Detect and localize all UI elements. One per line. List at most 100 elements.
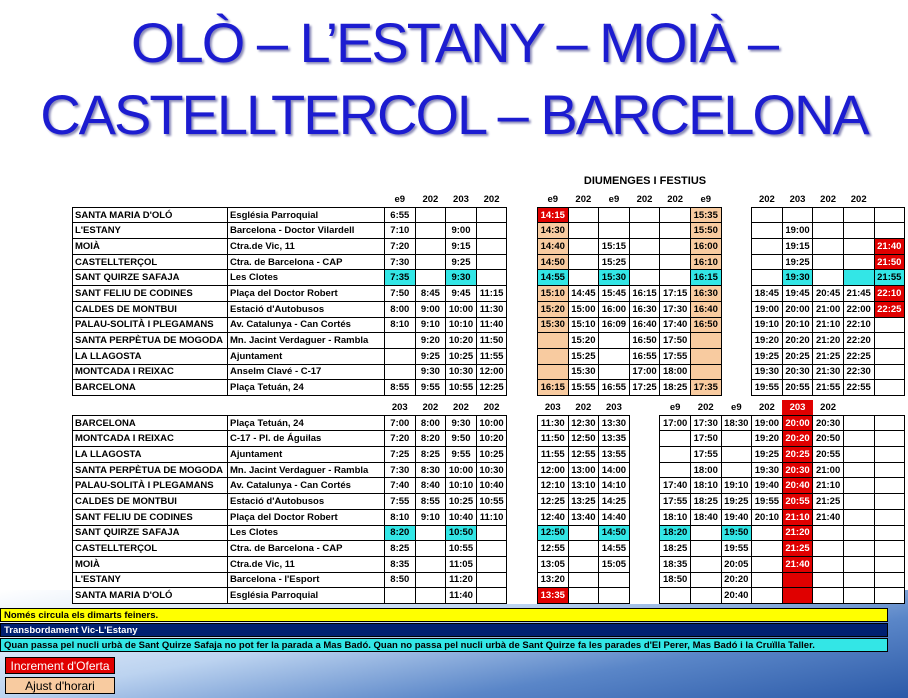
route-code: 203	[445, 192, 477, 208]
gap-cell	[721, 223, 752, 239]
schedule-label: DIUMENGES I FESTIUS	[583, 175, 707, 187]
time-cell	[536, 363, 569, 381]
time-cell	[628, 206, 661, 224]
time-cell: 21:20	[812, 332, 844, 349]
time-cell	[812, 253, 844, 271]
stop-name: BARCELONA	[72, 379, 228, 396]
time-cell: 19:55	[751, 379, 783, 396]
time-cell: 19:00	[751, 414, 783, 432]
time-cell: 14:00	[598, 461, 630, 479]
route-code	[874, 400, 905, 416]
gap-cell	[721, 333, 752, 349]
stop-name: SANTA PERPÈTUA DE MOGODA	[72, 461, 228, 479]
route-code: 202	[659, 192, 691, 208]
time-cell: 11:30	[475, 300, 508, 318]
stop-name: L'ESTANY	[72, 222, 228, 240]
time-cell	[689, 363, 722, 381]
time-cell: 15:45	[598, 285, 630, 302]
time-cell	[659, 446, 691, 463]
time-cell: 20:20	[781, 332, 814, 349]
time-cell: 15:15	[598, 238, 630, 255]
gap-cell	[721, 348, 752, 364]
time-cell	[842, 508, 875, 526]
time-cell: 10:00	[445, 300, 477, 318]
time-cell: 17:30	[659, 300, 691, 318]
time-cell	[567, 206, 600, 224]
time-cell	[598, 571, 630, 589]
time-cell: 13:55	[598, 446, 630, 463]
time-cell	[628, 253, 661, 271]
gap-cell	[507, 364, 538, 380]
time-cell: 17:40	[659, 316, 691, 334]
time-cell	[812, 206, 844, 224]
time-cell	[567, 524, 600, 542]
time-cell: 20:40	[781, 477, 814, 495]
time-cell: 19:55	[720, 540, 753, 557]
time-cell: 16:00	[689, 238, 722, 255]
time-cell	[873, 587, 906, 604]
time-cell: 20:45	[812, 285, 844, 302]
stop-row: L'ESTANY Barcelona - l'Esport 8:50 11:20 13:…	[72, 571, 906, 589]
time-cell	[689, 347, 722, 365]
stop-row: MOIÀ Ctra.de Vic, 11 7:20 9:15 14:40 15:15 16:…	[72, 238, 906, 255]
time-cell	[475, 253, 508, 271]
time-cell: 19:40	[720, 508, 753, 526]
time-cell	[842, 461, 875, 479]
time-cell: 8:00	[414, 414, 447, 432]
time-cell: 22:10	[873, 285, 906, 302]
header-row: 203 202 202 202 203 202 203 e9 202 e9 202 203 202	[72, 400, 905, 416]
route-code: 203	[782, 192, 813, 208]
time-cell: 11:50	[475, 332, 508, 349]
time-cell: 19:25	[751, 446, 783, 463]
time-cell: 19:15	[781, 238, 814, 255]
gap-cell	[507, 478, 538, 494]
time-cell	[659, 269, 691, 287]
time-cell	[812, 524, 844, 542]
time-cell: 17:50	[689, 430, 722, 448]
stop-row: L'ESTANY Barcelona - Doctor Vilardell 7:10…	[72, 222, 906, 240]
time-cell: 12:00	[475, 363, 508, 381]
time-cell: 20:55	[781, 379, 814, 396]
route-code: 202	[812, 400, 844, 416]
stop-name: MOIÀ	[72, 238, 228, 255]
route-code: 203	[598, 400, 630, 416]
stop-row: MONTCADA I REIXAC Anselm Clavé - C-17 9:30…	[72, 363, 906, 381]
stop-location: Plaça del Doctor Robert	[227, 508, 385, 526]
time-cell	[689, 555, 722, 573]
time-cell	[873, 493, 906, 510]
time-cell: 20:10	[781, 316, 814, 334]
time-cell	[567, 587, 600, 604]
gap-cell	[721, 364, 752, 380]
time-cell: 12:10	[536, 477, 569, 495]
gap-cell	[721, 380, 752, 396]
time-cell: 19:55	[751, 493, 783, 510]
time-cell: 21:25	[781, 540, 814, 557]
gap-cell	[507, 415, 538, 431]
stop-row: SANTA PERPÈTUA DE MOGODA Mn. Jacint Verda…	[72, 461, 906, 479]
time-cell	[751, 555, 783, 573]
time-cell: 11:15	[475, 285, 508, 302]
time-cell: 16:30	[689, 285, 722, 302]
time-cell: 16:40	[628, 316, 661, 334]
time-cell: 8:20	[384, 524, 416, 542]
stop-name: LA LLAGOSTA	[72, 347, 228, 365]
gap-cell	[629, 572, 660, 588]
time-cell: 18:00	[659, 363, 691, 381]
title-line: CASTELLTERCOL – BARCELONA	[40, 83, 870, 146]
time-cell: 9:30	[414, 363, 447, 381]
time-cell: 15:30	[567, 363, 600, 381]
route-code: 203	[384, 400, 416, 416]
time-cell: 7:35	[384, 269, 416, 287]
time-cell: 13:30	[598, 414, 630, 432]
time-cell: 12:50	[567, 430, 600, 448]
time-cell: 10:00	[445, 461, 477, 479]
time-cell: 11:05	[445, 555, 477, 573]
time-cell	[842, 269, 875, 287]
time-cell	[873, 524, 906, 542]
time-cell	[414, 269, 447, 287]
time-cell: 11:40	[445, 587, 477, 604]
stop-row: SANT FELIU DE CODINES Plaça del Doctor Ro…	[72, 508, 906, 526]
stop-name: BARCELONA	[72, 414, 228, 432]
time-cell: 21:30	[812, 363, 844, 381]
time-cell	[873, 430, 906, 448]
